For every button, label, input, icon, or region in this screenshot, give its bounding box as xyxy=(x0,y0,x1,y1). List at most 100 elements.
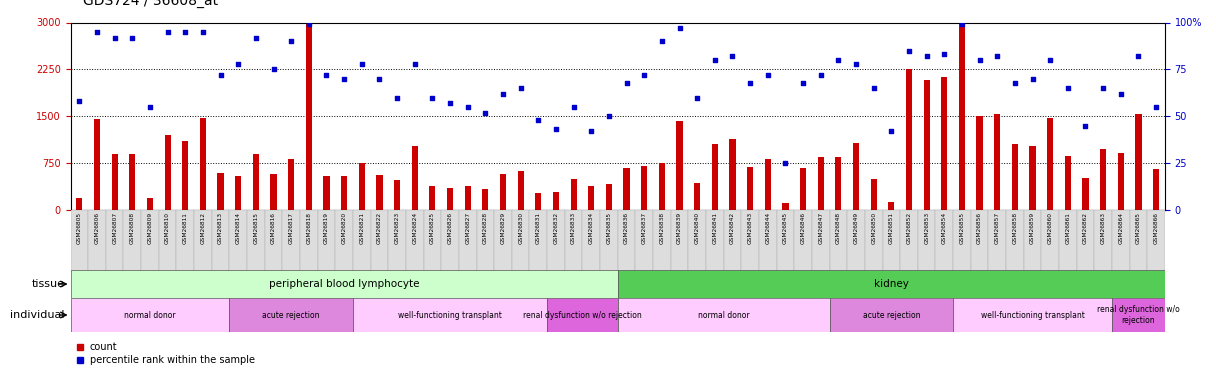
Bar xyxy=(483,189,489,210)
Point xyxy=(599,113,619,119)
Point xyxy=(564,104,584,110)
Text: GSM26847: GSM26847 xyxy=(818,212,823,244)
Legend: count, percentile rank within the sample: count, percentile rank within the sample xyxy=(75,342,255,365)
Text: normal donor: normal donor xyxy=(124,310,176,320)
Bar xyxy=(865,210,883,272)
Bar xyxy=(300,210,317,272)
Bar xyxy=(176,210,195,272)
Text: GSM26843: GSM26843 xyxy=(748,212,753,244)
Text: renal dysfunction w/o
rejection: renal dysfunction w/o rejection xyxy=(1097,305,1180,325)
Bar xyxy=(1047,117,1053,210)
Text: GSM26829: GSM26829 xyxy=(501,212,506,244)
Bar xyxy=(829,298,953,332)
Bar xyxy=(589,186,595,210)
Point xyxy=(529,117,548,123)
Bar xyxy=(529,210,547,272)
Bar xyxy=(212,210,230,272)
Bar xyxy=(1065,156,1071,210)
Text: GSM26851: GSM26851 xyxy=(889,212,894,244)
Point xyxy=(1093,85,1113,91)
Bar xyxy=(1118,153,1124,210)
Text: GSM26819: GSM26819 xyxy=(323,212,330,244)
Text: normal donor: normal donor xyxy=(698,310,749,320)
Bar xyxy=(253,154,259,210)
Text: GSM26863: GSM26863 xyxy=(1100,212,1105,244)
Point xyxy=(828,57,848,63)
Text: GSM26858: GSM26858 xyxy=(1013,212,1018,244)
Bar xyxy=(906,69,912,210)
Bar xyxy=(1024,210,1041,272)
Text: GSM26865: GSM26865 xyxy=(1136,212,1141,244)
Bar xyxy=(747,167,753,210)
Point xyxy=(405,61,424,67)
Bar xyxy=(412,146,418,210)
Bar xyxy=(694,183,700,210)
Point xyxy=(1147,104,1166,110)
Point xyxy=(334,76,354,82)
Bar xyxy=(1111,298,1165,332)
Point xyxy=(811,72,831,78)
Point xyxy=(281,38,300,44)
Text: GSM26826: GSM26826 xyxy=(447,212,452,244)
Text: GSM26832: GSM26832 xyxy=(553,212,558,244)
Bar xyxy=(159,210,176,272)
Bar xyxy=(305,24,313,210)
Bar xyxy=(547,298,618,332)
Bar xyxy=(1130,210,1147,272)
Bar xyxy=(606,184,612,210)
Point xyxy=(140,104,159,110)
Point xyxy=(846,61,866,67)
Bar xyxy=(1030,146,1036,210)
Text: GSM26813: GSM26813 xyxy=(218,212,223,244)
Point xyxy=(88,29,107,35)
Bar xyxy=(848,210,865,272)
Point xyxy=(210,72,230,78)
Text: GSM26828: GSM26828 xyxy=(483,212,488,244)
Point xyxy=(758,72,777,78)
Bar xyxy=(71,210,89,272)
Bar xyxy=(1059,210,1076,272)
Bar xyxy=(553,192,559,210)
Bar xyxy=(1100,149,1107,210)
Bar xyxy=(235,176,241,210)
Point xyxy=(722,53,742,59)
Point xyxy=(776,160,795,166)
Text: peripheral blood lymphocyte: peripheral blood lymphocyte xyxy=(269,279,420,289)
Text: GSM26818: GSM26818 xyxy=(306,212,311,244)
Text: GSM26860: GSM26860 xyxy=(1048,212,1053,244)
Bar xyxy=(500,174,506,210)
Bar xyxy=(141,210,159,272)
Bar xyxy=(376,175,383,210)
Bar xyxy=(959,22,966,210)
Point xyxy=(987,53,1007,59)
Bar xyxy=(688,210,706,272)
Bar xyxy=(423,210,441,272)
Bar xyxy=(1012,144,1018,210)
Point xyxy=(246,34,265,40)
Point xyxy=(158,29,178,35)
Bar xyxy=(494,210,512,272)
Text: GSM26841: GSM26841 xyxy=(713,212,717,244)
Bar xyxy=(624,168,630,210)
Bar xyxy=(900,210,918,272)
Bar xyxy=(124,210,141,272)
Bar xyxy=(852,143,860,210)
Point xyxy=(423,94,443,100)
Bar xyxy=(782,202,788,210)
Point xyxy=(900,48,919,54)
Bar xyxy=(711,144,717,210)
Bar xyxy=(1076,210,1094,272)
Text: GSM26862: GSM26862 xyxy=(1083,212,1088,244)
Bar xyxy=(512,210,529,272)
Bar xyxy=(671,210,688,272)
Bar xyxy=(447,188,454,210)
Point xyxy=(1006,80,1025,86)
Bar xyxy=(388,210,406,272)
Bar xyxy=(618,270,1165,298)
Bar xyxy=(706,210,724,272)
Text: acute rejection: acute rejection xyxy=(862,310,921,320)
Bar xyxy=(94,119,100,210)
Bar xyxy=(230,298,353,332)
Point xyxy=(1058,85,1077,91)
Bar xyxy=(835,157,841,210)
